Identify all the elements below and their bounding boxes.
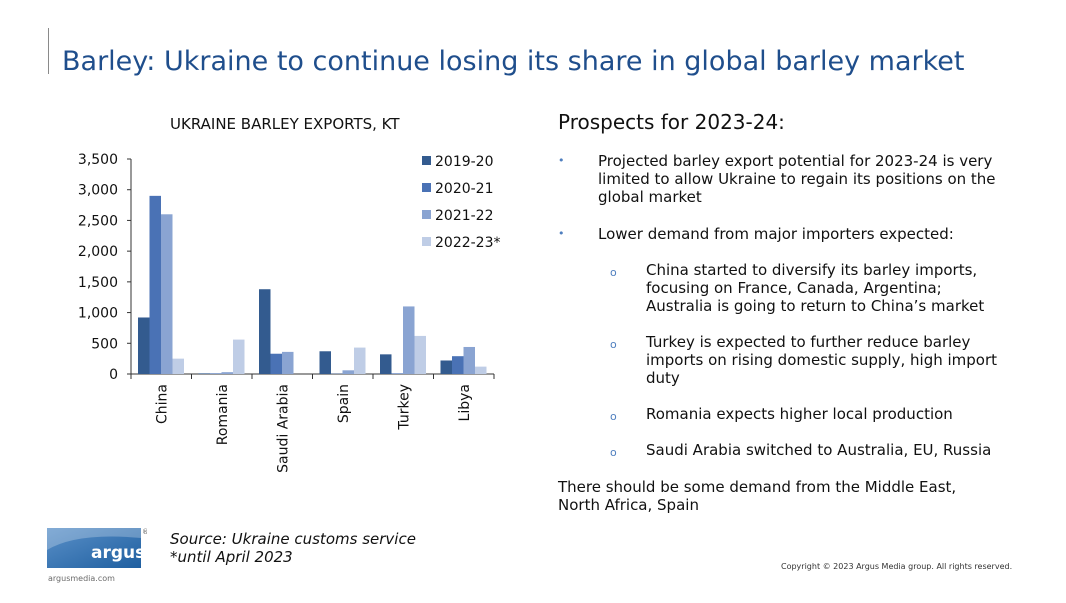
bar <box>149 195 161 374</box>
y-tick-label: 3,500 <box>78 152 118 168</box>
sub-bullet-mark: o <box>610 410 617 423</box>
sub-bullet-turkey: o Turkey is expected to further reduce b… <box>610 333 1020 389</box>
bar <box>172 358 184 374</box>
bar <box>414 335 426 374</box>
logo-url: argusmedia.com <box>48 574 115 583</box>
y-tick-label: 2,000 <box>78 244 118 260</box>
closing-paragraph: There should be some demand from the Mid… <box>558 478 988 514</box>
source-note: Source: Ukraine customs service *until A… <box>170 530 416 566</box>
registered-mark: ® <box>142 528 147 536</box>
bullet-mark: • <box>558 227 565 240</box>
y-tick-label: 0 <box>109 367 118 383</box>
bar <box>354 347 366 374</box>
bar-chart: 0 500 1,000 1,500 2,000 2,500 3,000 3,500 China R… <box>78 152 501 473</box>
page-title: Barley: Ukraine to continue losing its s… <box>62 46 965 77</box>
bar <box>475 366 487 374</box>
logo-wordmark: argus <box>91 543 145 563</box>
bullet-line: Lower demand from major importers expect… <box>598 225 954 243</box>
closing-line: North Africa, Spain <box>558 496 699 514</box>
sub-bullet-saudi-arabia: o Saudi Arabia switched to Australia, EU… <box>610 441 1020 461</box>
y-tick-label: 500 <box>91 336 118 352</box>
bullet-mark: • <box>558 154 565 167</box>
bar <box>221 372 233 374</box>
legend-swatch <box>422 156 431 165</box>
x-tick-label: China <box>154 384 170 424</box>
bar <box>233 339 245 374</box>
prospects-title: Prospects for 2023-24: <box>558 110 785 134</box>
x-tick-label: Saudi Arabia <box>275 384 291 473</box>
x-tick-label: Libya <box>457 384 473 421</box>
sub-bullet-china: o China started to diversify its barley … <box>610 261 1020 317</box>
legend-label: 2021-22 <box>435 208 494 224</box>
title-accent-line <box>48 28 49 74</box>
legend-label: 2022-23* <box>435 235 501 251</box>
sub-bullet-line: Romania expects higher local production <box>646 405 953 423</box>
bullet-lower-demand: • Lower demand from major importers expe… <box>558 225 1018 245</box>
sub-bullet-mark: o <box>610 446 617 459</box>
bar <box>259 289 271 374</box>
bar <box>282 351 294 374</box>
legend-label: 2020-21 <box>435 181 494 197</box>
x-tick-label: Spain <box>336 384 352 423</box>
sub-bullet-mark: o <box>610 338 617 351</box>
copyright-text: Copyright © 2023 Argus Media group. All … <box>781 562 1013 571</box>
chart-title: UKRAINE BARLEY EXPORTS, KT <box>170 115 400 133</box>
legend-swatch <box>422 237 431 246</box>
bullet-line: Projected barley export potential for 20… <box>598 152 993 170</box>
bar <box>380 354 392 374</box>
sub-bullet-romania: o Romania expects higher local productio… <box>610 405 1020 425</box>
bar <box>463 346 475 374</box>
bar <box>403 306 415 374</box>
legend-swatch <box>422 210 431 219</box>
bullet-line: global market <box>598 188 702 206</box>
y-tick-label: 1,000 <box>78 306 118 322</box>
y-tick-label: 2,500 <box>78 213 118 229</box>
x-tick-label: Turkey <box>396 384 412 431</box>
closing-line: There should be some demand from the Mid… <box>558 478 957 496</box>
sub-bullet-line: China started to diversify its barley im… <box>646 261 978 279</box>
sub-bullet-line: Australia is going to return to China’s … <box>646 297 985 315</box>
bullet-export-potential: • Projected barley export potential for … <box>558 152 1018 208</box>
bar <box>440 360 452 374</box>
argus-logo: argus ® <box>47 528 147 568</box>
sub-bullet-line: duty <box>646 369 680 387</box>
y-tick-label: 3,000 <box>78 183 118 199</box>
bar <box>391 373 403 374</box>
footnote-line: *until April 2023 <box>170 548 293 566</box>
bar <box>161 214 173 374</box>
x-tick-label: Romania <box>215 384 231 445</box>
bar <box>138 317 150 374</box>
bar <box>342 370 354 374</box>
bar <box>198 373 210 374</box>
legend-label: 2019-20 <box>435 154 494 170</box>
sub-bullet-mark: o <box>610 266 617 279</box>
y-tick-label: 1,500 <box>78 275 118 291</box>
bullet-line: limited to allow Ukraine to regain its p… <box>598 170 996 188</box>
sub-bullet-line: focusing on France, Canada, Argentina; <box>646 279 942 297</box>
sub-bullet-line: imports on rising domestic supply, high … <box>646 351 998 369</box>
bar <box>210 373 222 374</box>
sub-bullet-line: Turkey is expected to further reduce bar… <box>646 333 971 351</box>
sub-bullet-line: Saudi Arabia switched to Australia, EU, … <box>646 441 992 459</box>
bar <box>452 356 464 374</box>
bar <box>319 351 331 374</box>
legend-swatch <box>422 183 431 192</box>
bar <box>270 353 282 374</box>
source-line: Source: Ukraine customs service <box>170 530 416 548</box>
